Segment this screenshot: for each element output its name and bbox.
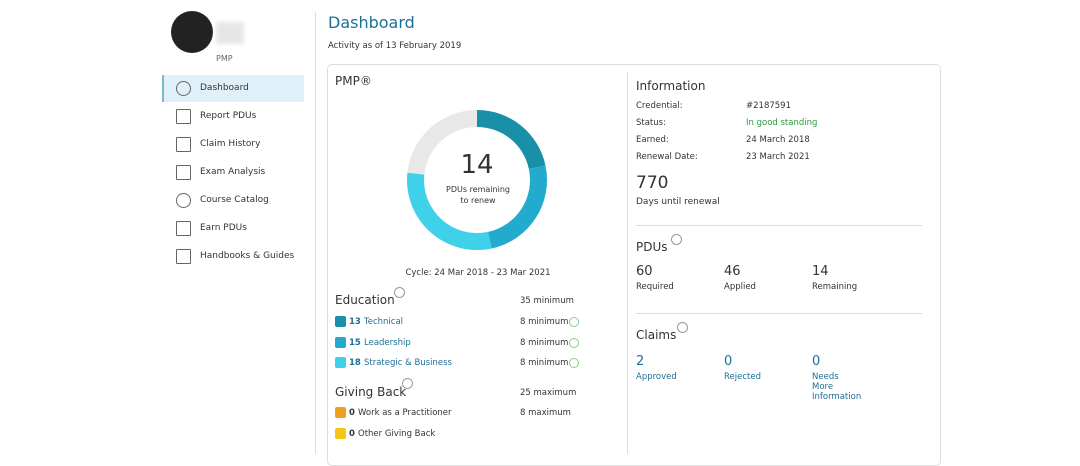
stat-value[interactable]: 0 <box>724 354 733 369</box>
avatar <box>171 11 213 53</box>
check-icon <box>569 358 579 368</box>
profile-credential: PMP <box>216 54 233 63</box>
menu-item[interactable]: Handbooks & Guides <box>200 251 295 261</box>
pdus-title: PDUs <box>636 240 668 254</box>
check-icon <box>569 317 579 327</box>
donut-segment <box>488 165 547 249</box>
claims-title: Claims <box>636 328 677 342</box>
menu-item[interactable]: Dashboard <box>200 83 249 93</box>
menu-icon[interactable] <box>176 137 191 152</box>
item-limit: 8 minimum <box>520 358 569 368</box>
stat-label[interactable]: Rejected <box>724 372 761 382</box>
stat-value: 60 <box>636 264 653 279</box>
info-label: Earned: <box>636 135 669 145</box>
divider <box>315 12 316 454</box>
separator <box>636 225 922 226</box>
cycle: Cycle: 24 Mar 2018 - 23 Mar 2021 <box>405 268 551 278</box>
help-icon[interactable] <box>671 234 682 245</box>
menu-icon[interactable] <box>176 249 191 264</box>
menu-item[interactable]: Earn PDUs <box>200 223 247 233</box>
stat-value: 46 <box>724 264 741 279</box>
item-value: 0 <box>349 408 355 418</box>
item-value[interactable]: 18 <box>349 358 361 368</box>
help-icon[interactable] <box>402 378 413 389</box>
info-title: Information <box>636 79 706 93</box>
info-value: 23 March 2021 <box>746 152 810 162</box>
donut-segment <box>407 109 477 175</box>
help-icon[interactable] <box>677 322 688 333</box>
separator <box>636 313 922 314</box>
menu-item[interactable]: Exam Analysis <box>200 167 266 177</box>
item-label[interactable]: Technical <box>364 317 404 327</box>
education-title: Education <box>335 293 395 307</box>
page: PMP Dashboard Report PDUs Claim History Exa… <box>162 11 941 466</box>
legend-swatch <box>335 316 346 327</box>
giving-limit: 25 maximum <box>520 388 577 398</box>
name-blur <box>216 22 244 44</box>
item-limit: 8 minimum <box>520 317 569 327</box>
item-label: Other Giving Back <box>358 428 436 439</box>
donut-segment <box>407 172 492 251</box>
stat-label[interactable]: Approved <box>636 372 677 382</box>
menu-item[interactable]: Course Catalog <box>200 195 269 205</box>
help-icon[interactable] <box>394 287 405 298</box>
page-title: Dashboard <box>328 13 415 32</box>
legend-swatch <box>335 407 346 418</box>
donut <box>407 109 547 251</box>
page-subtitle: Activity as of 13 February 2019 <box>328 41 462 51</box>
menu-icon[interactable] <box>176 109 191 124</box>
menu-icon[interactable] <box>176 221 191 236</box>
stat-label[interactable]: Needs More Information <box>812 372 862 402</box>
stat-value[interactable]: 0 <box>812 354 821 369</box>
menu-icon[interactable] <box>176 193 191 208</box>
donut-value: 14 <box>460 150 494 180</box>
education-limit: 35 minimum <box>520 296 574 306</box>
item-label[interactable]: Leadership <box>364 337 411 348</box>
item-label[interactable]: Strategic & Business <box>364 358 452 368</box>
days-value: 770 <box>636 173 669 193</box>
donut-caption: PDUs remaining to renew <box>446 185 510 205</box>
column-divider <box>627 72 628 454</box>
info-value: In good standing <box>746 118 818 128</box>
stat-value: 14 <box>812 264 829 279</box>
menu-icon[interactable] <box>176 81 191 96</box>
stat-value[interactable]: 2 <box>636 354 645 369</box>
menu-icon[interactable] <box>176 165 191 180</box>
item-value: 0 <box>349 428 355 439</box>
info-label: Status: <box>636 118 666 128</box>
menu-item[interactable]: Report PDUs <box>200 111 257 121</box>
item-value[interactable]: 15 <box>349 337 361 348</box>
check-icon <box>569 337 579 348</box>
legend-swatch <box>335 336 346 348</box>
info-label: Renewal Date: <box>636 152 698 162</box>
menu-item[interactable]: Claim History <box>200 139 261 149</box>
stat-label: Required <box>636 282 674 292</box>
info-label: Credential: <box>636 101 683 111</box>
item-label: Work as a Practitioner <box>358 408 452 418</box>
item-limit: 8 minimum <box>520 337 569 348</box>
stat-label: Applied <box>724 282 756 292</box>
stat-label: Remaining <box>812 282 858 292</box>
legend-swatch <box>335 357 346 368</box>
item-value[interactable]: 13 <box>349 317 361 327</box>
donut-segment <box>477 110 546 169</box>
giving-title: Giving Back <box>335 385 407 399</box>
days-label: Days until renewal <box>636 197 720 207</box>
info-value: 24 March 2018 <box>746 135 810 145</box>
cert-title: PMP® <box>335 74 372 88</box>
item-limit: 8 maximum <box>520 408 571 418</box>
legend-swatch <box>335 427 346 439</box>
info-value: #2187591 <box>746 101 791 111</box>
